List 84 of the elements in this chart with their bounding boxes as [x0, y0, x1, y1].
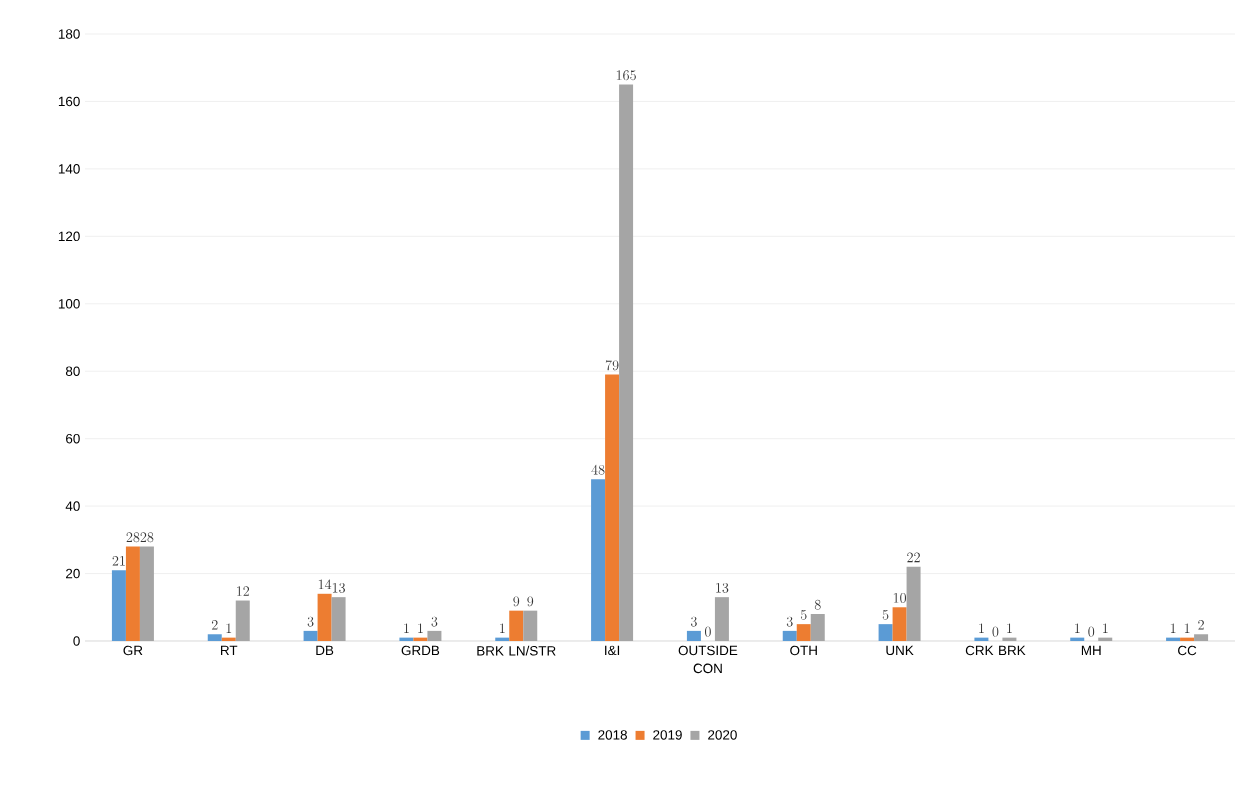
bar	[317, 593, 332, 641]
bar	[125, 546, 140, 641]
bar	[331, 597, 346, 641]
x-tick-label: BRK LN/STR	[477, 645, 556, 656]
bar	[111, 570, 126, 641]
data-label: 1	[1170, 623, 1176, 633]
bar	[207, 634, 222, 641]
x-tick-label: GR	[123, 645, 143, 656]
x-tick-label: OTH	[790, 645, 817, 656]
data-label: 3	[691, 616, 697, 627]
data-label: 3	[307, 616, 314, 627]
bar	[523, 610, 538, 641]
data-label: 48	[591, 464, 605, 475]
y-tick-label: 0	[73, 636, 80, 646]
x-tick-label: I&I	[605, 645, 620, 656]
y-tick-label: 80	[65, 366, 80, 376]
legend-label: 2018	[598, 730, 627, 740]
y-tick-label: 100	[58, 299, 80, 309]
bar	[714, 597, 729, 641]
y-tick-label: 160	[58, 96, 80, 107]
y-tick-label: 20	[66, 568, 80, 579]
bar	[878, 624, 893, 641]
legend-label: 2020	[708, 730, 737, 740]
data-label: 10	[893, 593, 906, 603]
data-label: 1	[1184, 623, 1190, 633]
data-label: 28	[126, 532, 140, 543]
x-tick-label: CC	[1178, 645, 1197, 656]
data-label: 165	[616, 70, 636, 81]
data-label: 9	[513, 596, 520, 607]
data-label: 8	[814, 599, 821, 610]
bar	[892, 607, 907, 641]
data-label: 1	[979, 623, 984, 633]
y-tick-label: 140	[58, 164, 80, 174]
bar	[427, 630, 442, 641]
data-label: 1	[226, 623, 232, 633]
data-label: 2	[211, 620, 218, 630]
data-label: 9	[527, 596, 534, 607]
data-label: 3	[786, 616, 793, 627]
bar	[139, 546, 154, 641]
bar	[509, 610, 524, 641]
bar	[810, 614, 825, 641]
bar	[591, 479, 606, 641]
x-tick-label: GRDB	[401, 645, 440, 656]
bar	[235, 600, 250, 641]
bar	[619, 84, 634, 641]
bar	[303, 630, 318, 641]
data-label: 2	[1198, 620, 1204, 630]
y-tick-label: 180	[58, 29, 80, 39]
data-label: 1	[1075, 623, 1080, 633]
x-tick-label: RT	[221, 645, 238, 655]
data-label: 0	[992, 626, 999, 637]
data-label: 21	[112, 555, 125, 566]
data-label: 13	[716, 582, 729, 593]
bar	[605, 374, 620, 641]
x-tick-label: OUTSIDE CON	[678, 645, 738, 674]
data-label: 79	[605, 360, 619, 371]
data-label: 0	[705, 626, 711, 637]
data-label: 0	[1088, 626, 1095, 637]
data-label: 1	[404, 623, 409, 633]
data-label: 1	[1103, 623, 1108, 633]
y-tick-label: 120	[58, 231, 80, 242]
y-tick-label: 60	[66, 433, 80, 444]
bar	[796, 624, 811, 641]
x-tick-label: DB	[316, 645, 334, 655]
bar	[906, 566, 921, 641]
data-label: 14	[318, 579, 332, 590]
y-tick-label: 40	[65, 501, 80, 511]
data-label: 1	[418, 623, 423, 633]
data-label: 1	[1007, 623, 1012, 633]
data-label: 1	[500, 623, 505, 633]
x-tick-label: CRK BRK	[965, 645, 1026, 656]
legend-label: 2019	[653, 730, 682, 740]
bar	[782, 630, 797, 641]
x-tick-label: UNK	[886, 645, 914, 656]
bar	[686, 630, 701, 641]
data-label: 22	[907, 552, 920, 563]
data-label: 5	[882, 609, 889, 620]
data-label: 28	[140, 532, 154, 543]
bar	[1194, 634, 1209, 641]
x-tick-label: MH	[1081, 645, 1101, 655]
data-label: 12	[237, 586, 250, 596]
data-label: 3	[431, 616, 438, 627]
data-label: 5	[800, 609, 807, 620]
data-label: 13	[332, 582, 345, 593]
